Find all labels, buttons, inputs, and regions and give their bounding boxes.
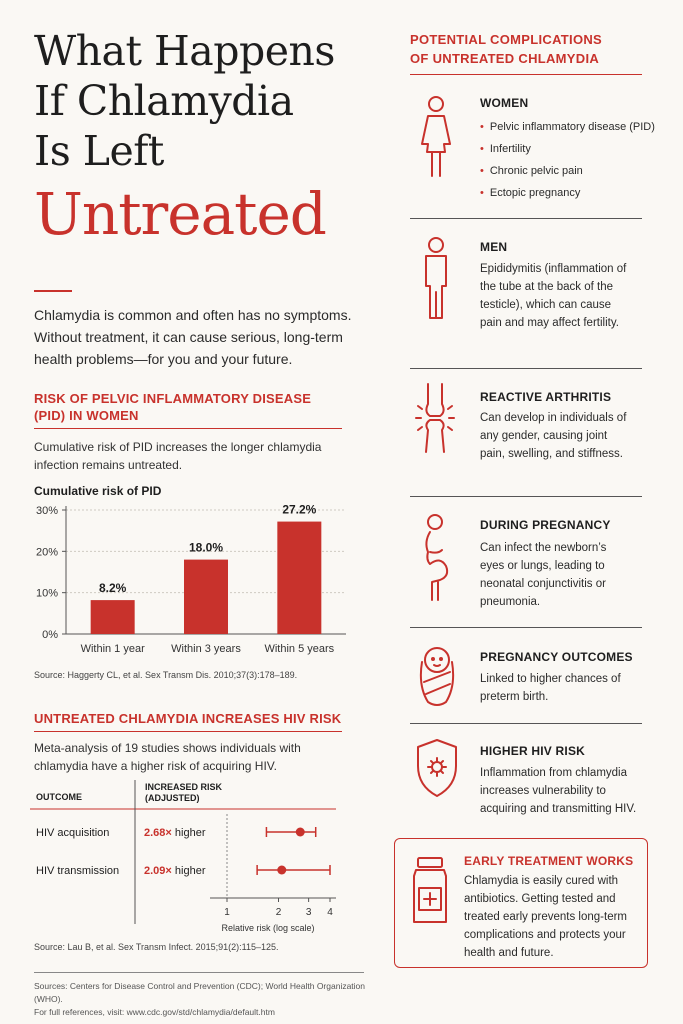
list-item: Chronic pelvic pain xyxy=(480,160,655,182)
forest-axis-label: Relative risk (log scale) xyxy=(221,923,314,933)
x-tick-label: 2 xyxy=(276,907,282,918)
pid-source: Source: Haggerty CL, et al. Sex Transm D… xyxy=(34,670,298,680)
footer-line-2: For full references, visit: www.cdc.gov/… xyxy=(34,1007,275,1017)
woman-icon xyxy=(421,96,451,177)
bar-value-label: 18.0% xyxy=(189,541,223,555)
footer-rule xyxy=(34,972,364,973)
swaddled-baby-icon xyxy=(419,647,455,706)
point-estimate xyxy=(295,827,305,837)
y-tick-label: 30% xyxy=(36,505,58,517)
women-list: Pelvic inflammatory disease (PID) Infert… xyxy=(480,116,655,204)
col-outcome-header: OUTCOME xyxy=(36,792,82,802)
y-tick-label: 0% xyxy=(42,629,58,641)
risk-multiplier: 2.09× xyxy=(144,865,172,877)
list-item: Infertility xyxy=(480,138,655,160)
x-tick-label: Within 1 year xyxy=(81,643,146,655)
risk-value: 2.68× higher xyxy=(144,827,206,839)
men-text: Epididymitis (inflammation of the tube a… xyxy=(480,263,627,329)
section-divider xyxy=(410,218,642,219)
risk-suffix: higher xyxy=(172,827,206,839)
hiv-forest-plot: OUTCOME INCREASED RISK (ADJUSTED) Relati… xyxy=(30,780,336,933)
complications-heading: POTENTIAL COMPLICATIONS OF UNTREATED CHL… xyxy=(410,30,642,68)
pid-heading-rule xyxy=(34,428,342,429)
title-untreated: Untreated xyxy=(34,180,327,248)
outcome-label: HIV transmission xyxy=(36,865,119,877)
hiv-description: Meta-analysis of 19 studies shows indivi… xyxy=(34,741,301,773)
complications-heading-rule xyxy=(410,74,642,75)
point-estimate xyxy=(277,865,287,875)
bar xyxy=(277,521,322,634)
early-treatment-box xyxy=(394,838,648,968)
women-title: WOMEN xyxy=(480,96,529,110)
men-title: MEN xyxy=(480,240,508,254)
list-item: Ectopic pregnancy xyxy=(480,182,655,204)
hiv-heading: UNTREATED CHLAMYDIA INCREASES HIV RISK xyxy=(34,711,342,726)
section-divider xyxy=(410,723,642,724)
hiv-source: Source: Lau B, et al. Sex Transm Infect.… xyxy=(34,942,279,952)
title-line-1: What Happens xyxy=(34,27,335,75)
outcomes-title: PREGNANCY OUTCOMES xyxy=(480,650,633,664)
outcomes-text: Linked to higher chances of preterm birt… xyxy=(480,673,621,703)
risk-multiplier: 2.68× xyxy=(144,827,172,839)
pregnancy-text: Can infect the newborn’s eyes or lungs, … xyxy=(480,542,607,608)
x-tick-label: 4 xyxy=(327,907,333,918)
footer-line-1: Sources: Centers for Disease Control and… xyxy=(34,981,366,1004)
pregnant-woman-icon xyxy=(425,514,449,601)
footer-sources: Sources: Centers for Disease Control and… xyxy=(34,980,394,1019)
x-tick-label: Within 5 years xyxy=(264,643,334,655)
list-item: Pelvic inflammatory disease (PID) xyxy=(480,116,655,138)
x-tick-label: 3 xyxy=(306,907,312,918)
bar xyxy=(90,600,135,634)
y-tick-label: 10% xyxy=(36,588,58,600)
x-tick-label: Within 3 years xyxy=(171,643,241,655)
early-title: EARLY TREATMENT WORKS xyxy=(464,854,634,868)
section-divider xyxy=(410,496,642,497)
pid-chart-title: Cumulative risk of PID xyxy=(34,484,162,498)
col-risk-header-1: INCREASED RISK xyxy=(145,782,223,792)
section-divider xyxy=(410,627,642,628)
complications-heading-1: POTENTIAL COMPLICATIONS xyxy=(410,32,603,47)
x-tick-label: 1 xyxy=(224,907,230,918)
early-text: Chlamydia is easily cured with antibioti… xyxy=(464,875,627,959)
bar-value-label: 8.2% xyxy=(99,581,127,595)
complications-heading-2: OF UNTREATED CHLAMYDIA xyxy=(410,51,600,66)
arthritis-title: REACTIVE ARTHRITIS xyxy=(480,390,612,404)
y-tick-label: 20% xyxy=(36,546,58,558)
bar-value-label: 27.2% xyxy=(282,503,316,517)
man-icon xyxy=(425,237,447,319)
col-risk-header-2: (ADJUSTED) xyxy=(145,793,200,803)
hivrisk-text: Inflammation from chlamydia increases vu… xyxy=(480,767,637,815)
knee-joint-icon xyxy=(415,383,455,453)
risk-suffix: higher xyxy=(172,865,206,877)
title-block: What Happens If Chlamydia Is Left Untrea… xyxy=(34,26,380,248)
arthritis-text: Can develop in individuals of any gender… xyxy=(480,412,627,460)
pid-description: Cumulative risk of PID increases the lon… xyxy=(34,440,322,472)
title-line-3: Is Left xyxy=(34,127,164,175)
title-divider xyxy=(34,290,72,292)
hivrisk-title: HIGHER HIV RISK xyxy=(480,744,586,758)
outcome-label: HIV acquisition xyxy=(36,827,109,839)
section-divider xyxy=(410,368,642,369)
virus-shield-icon xyxy=(417,739,457,797)
intro-text: Chlamydia is common and often has no sym… xyxy=(34,307,352,367)
hiv-heading-rule xyxy=(34,731,342,732)
pid-bar-chart: 0% 10% 20% 30% 8.2% Within 1 year 18.0% Within … xyxy=(36,503,346,655)
pid-heading: RISK OF PELVIC INFLAMMATORY DISEASE (PID… xyxy=(34,391,312,423)
bar xyxy=(184,559,228,634)
pregnancy-title: DURING PREGNANCY xyxy=(480,518,611,532)
risk-value: 2.09× higher xyxy=(144,865,206,877)
title-line-2: If Chlamydia xyxy=(34,77,294,125)
medicine-bottle-icon xyxy=(413,857,447,923)
